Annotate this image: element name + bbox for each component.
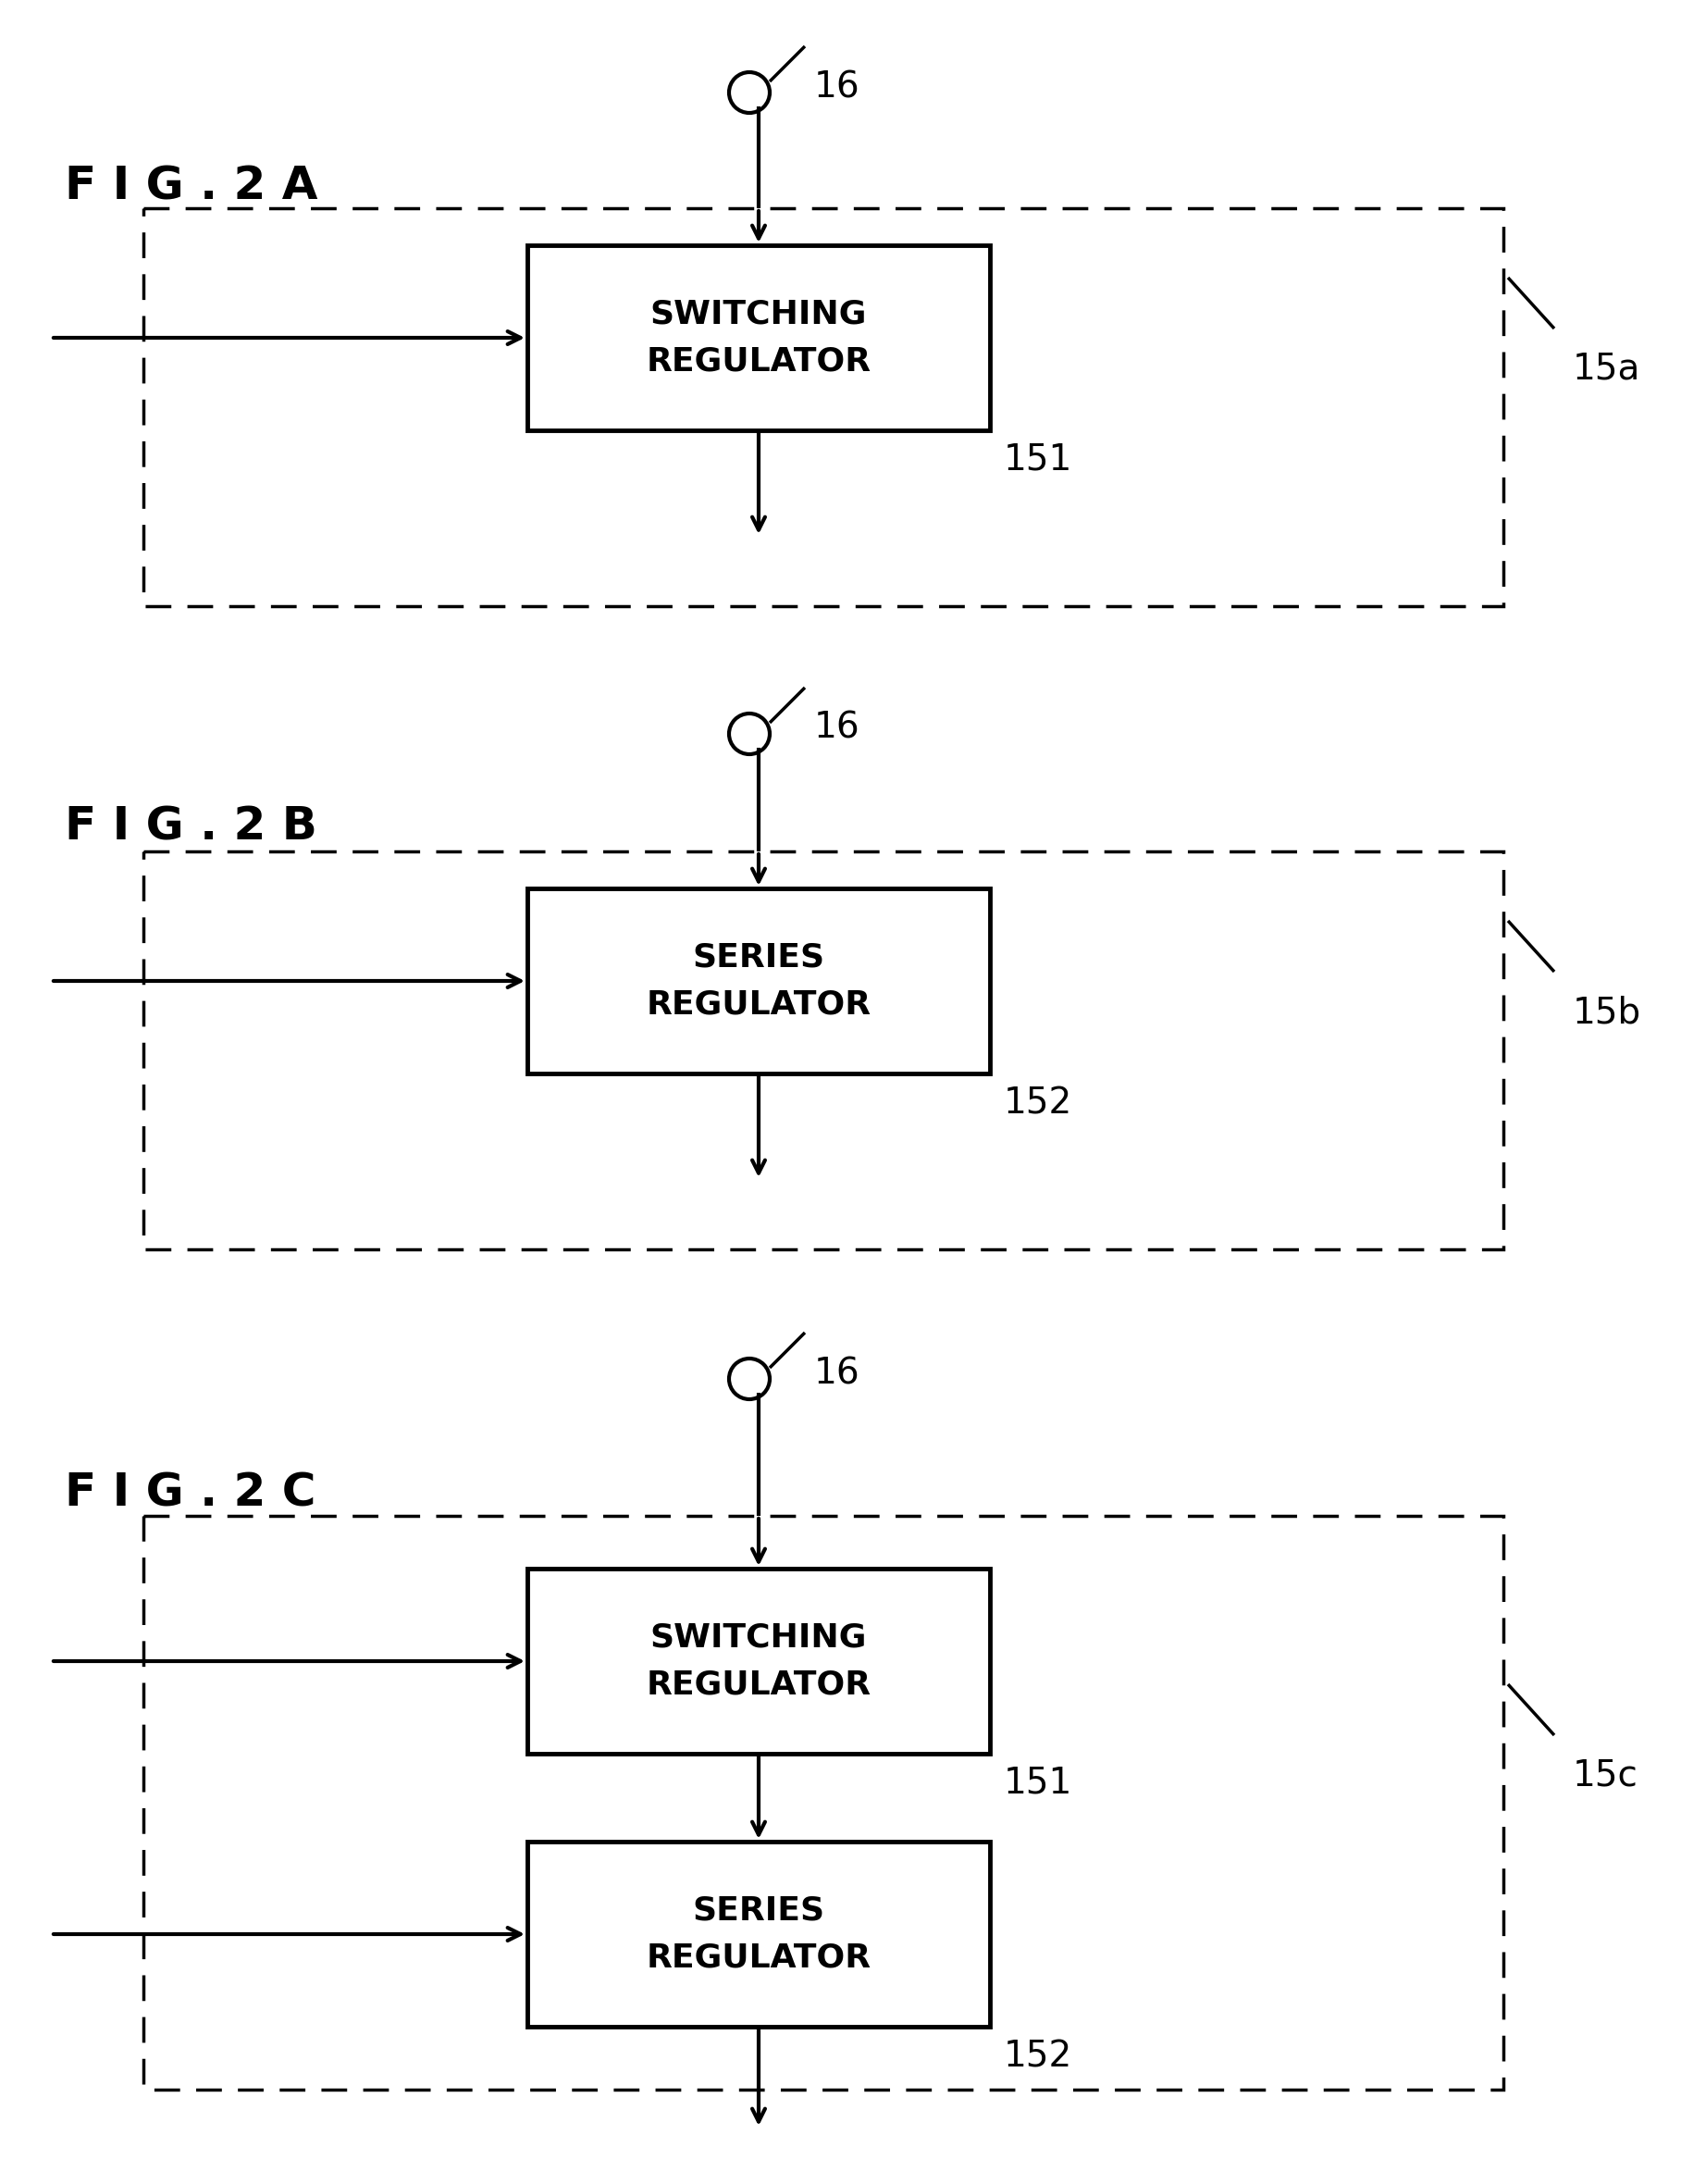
Text: 16: 16	[814, 710, 861, 747]
Text: SERIES
REGULATOR: SERIES REGULATOR	[646, 941, 871, 1020]
Text: 152: 152	[1004, 2038, 1072, 2075]
Text: 151: 151	[1004, 1765, 1072, 1802]
Bar	[528, 245, 990, 430]
Bar	[143, 207, 1503, 607]
Text: F I G . 2 C: F I G . 2 C	[66, 1472, 316, 1516]
Text: 15b: 15b	[1573, 996, 1641, 1031]
Text: 15a: 15a	[1573, 352, 1641, 387]
Text: SWITCHING
REGULATOR: SWITCHING REGULATOR	[646, 1623, 871, 1699]
Text: 16: 16	[814, 1356, 861, 1391]
Text: 151: 151	[1004, 443, 1072, 478]
Text: 152: 152	[1004, 1085, 1072, 1120]
Bar	[143, 852, 1503, 1249]
Bar	[143, 1516, 1503, 2090]
Text: SERIES
REGULATOR: SERIES REGULATOR	[646, 1896, 871, 1972]
Text: 16: 16	[814, 70, 861, 105]
Text: 15c: 15c	[1573, 1758, 1639, 1793]
Bar	[528, 889, 990, 1075]
Text: SWITCHING
REGULATOR: SWITCHING REGULATOR	[646, 299, 871, 376]
Text: F I G . 2 B: F I G . 2 B	[66, 806, 318, 850]
Bar	[528, 1841, 990, 2027]
Bar	[528, 1568, 990, 1754]
Text: F I G . 2 A: F I G . 2 A	[66, 164, 318, 210]
